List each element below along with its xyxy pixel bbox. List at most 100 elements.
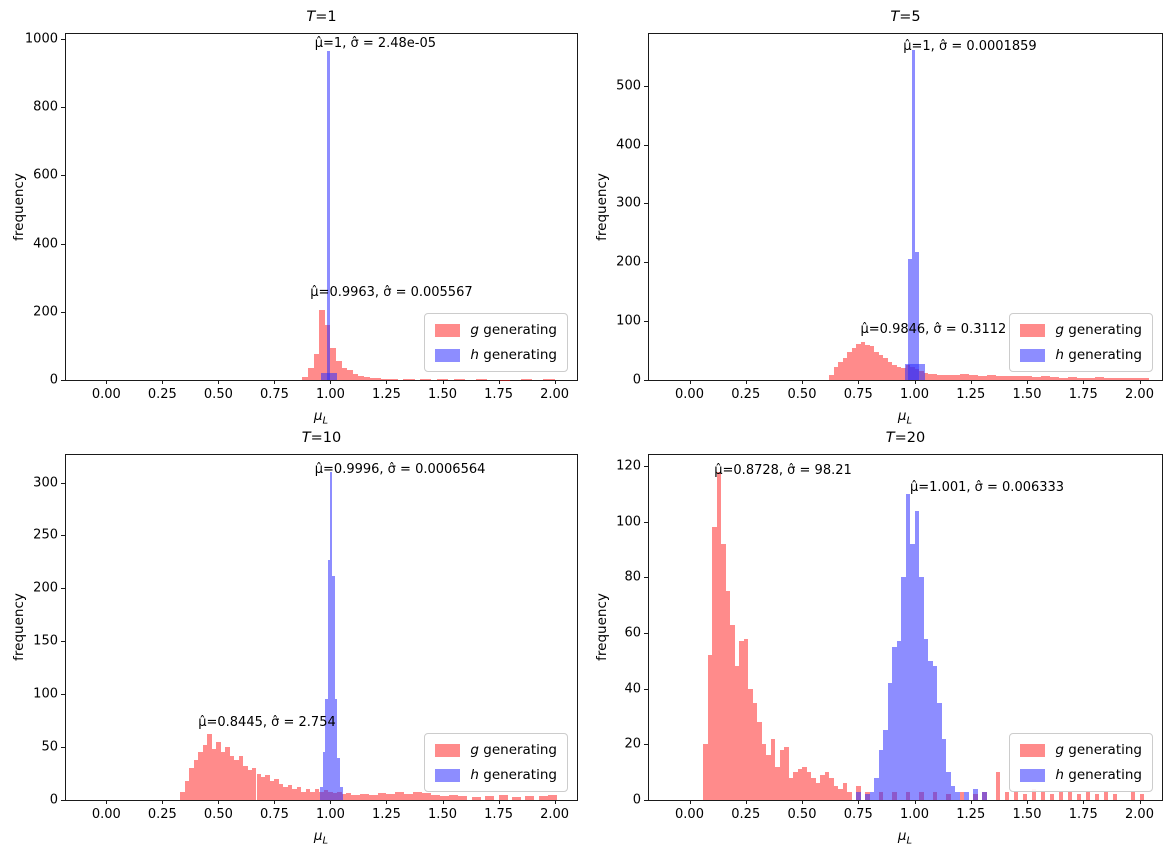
x-tick-label: 2.00 xyxy=(1125,387,1154,402)
x-tick-label: 2.00 xyxy=(540,387,570,402)
stat-annotation: μ̂=1, σ̂ = 0.0001859 xyxy=(903,38,1037,54)
x-tick-mark xyxy=(745,380,747,384)
x-tick-label: 0.00 xyxy=(675,807,704,822)
x-tick-mark xyxy=(162,800,164,804)
x-axis-label: μL xyxy=(897,408,913,427)
hist-bar-g xyxy=(847,791,852,800)
x-tick-label: 1.75 xyxy=(1068,387,1098,402)
x-tick-label: 0.75 xyxy=(259,807,289,822)
x-tick-label: 1.75 xyxy=(1068,807,1098,822)
x-tick-label: 1.25 xyxy=(956,807,986,822)
hist-bar-g xyxy=(193,759,199,800)
hist-bar-g xyxy=(358,375,365,380)
hist-bar-h xyxy=(856,791,861,800)
hist-bar-g xyxy=(802,766,807,800)
hist-bar-g xyxy=(375,378,381,380)
hist-bar-g xyxy=(824,772,829,800)
x-tick-label: 2.00 xyxy=(1125,807,1154,822)
y-tick-mark xyxy=(61,800,65,801)
hist-bar-g xyxy=(313,354,320,380)
hist-bar-g xyxy=(319,310,325,380)
x-tick-label: 2.00 xyxy=(540,807,570,822)
hist-bar-g xyxy=(198,752,203,800)
hist-bar-g xyxy=(1094,794,1099,800)
y-axis-label: frequency xyxy=(594,173,610,241)
y-tick-label: 800 xyxy=(33,99,58,115)
x-tick-mark xyxy=(106,800,108,804)
legend-item-g: g generating xyxy=(435,742,557,758)
x-tick-label: 1.50 xyxy=(1012,807,1042,822)
hist-bar-h xyxy=(923,638,928,800)
hist-bar-g xyxy=(377,792,387,800)
hist-bar-h xyxy=(339,787,343,800)
y-tick-label: 100 xyxy=(616,313,641,329)
hist-bar-g xyxy=(350,794,360,800)
x-tick-mark xyxy=(802,800,803,804)
x-tick-label: 1.00 xyxy=(315,807,345,822)
subplot-t5: T=5 frequency μL g generating h generati… xyxy=(584,0,1169,427)
y-tick-mark xyxy=(644,577,648,579)
hist-bar-g xyxy=(1076,794,1081,800)
hist-bar-g xyxy=(220,752,226,800)
y-tick-mark xyxy=(61,311,65,313)
legend-item-h: h generating xyxy=(1020,347,1142,363)
y-tick-label: 400 xyxy=(33,236,58,252)
hist-bar-g xyxy=(386,793,396,800)
y-axis-label: frequency xyxy=(11,173,27,241)
hist-bar-g xyxy=(314,789,320,800)
hist-bar-g xyxy=(453,379,465,380)
hist-bar-g xyxy=(928,374,933,380)
hist-bar-h xyxy=(329,471,333,800)
hist-bar-g xyxy=(305,789,311,800)
axes-area: g generating h generating 0.00 0.25 0.50 0.… xyxy=(33,454,578,822)
subplot-t20: T=20 frequency μL g generating h generat… xyxy=(584,427,1169,855)
h-series-swatch xyxy=(435,348,461,362)
y-tick-mark xyxy=(644,203,648,205)
x-tick-label: 0.00 xyxy=(91,387,121,402)
hist-bar-g xyxy=(811,777,816,800)
y-tick-label: 600 xyxy=(33,167,58,183)
legend-item-g: g generating xyxy=(435,322,557,338)
g-series-swatch xyxy=(435,323,461,337)
y-tick-label: 0 xyxy=(632,792,641,808)
x-tick-mark xyxy=(970,800,972,804)
y-tick-mark xyxy=(644,85,648,87)
x-tick-label: 1.75 xyxy=(484,387,514,402)
hist-bar-h xyxy=(887,683,892,800)
y-tick-mark xyxy=(644,800,648,801)
hist-bar-g xyxy=(1067,377,1077,380)
hist-bar-h xyxy=(946,772,951,800)
x-axis-label: μL xyxy=(897,828,913,847)
y-tick-mark xyxy=(61,641,65,643)
hist-bar-g xyxy=(352,373,359,380)
hist-bar-g xyxy=(932,374,937,380)
hist-bar-h xyxy=(322,752,326,800)
y-tick-label: 0 xyxy=(632,372,641,388)
hist-bar-h xyxy=(327,51,331,380)
hist-bar-g xyxy=(833,786,838,800)
x-tick-label: 0.50 xyxy=(203,807,233,822)
hist-bar-g xyxy=(341,368,348,380)
legend-item-g: g generating xyxy=(1020,322,1142,338)
y-axis-label: frequency xyxy=(594,593,610,661)
x-tick-label: 0.75 xyxy=(259,387,289,402)
x-tick-mark xyxy=(858,380,860,384)
hist-bar-g xyxy=(202,744,208,800)
hist-bar-g xyxy=(1058,377,1068,380)
hist-bar-g xyxy=(422,792,432,800)
x-tick-label: 0.25 xyxy=(731,387,761,402)
hist-bar-g xyxy=(995,376,1005,380)
hist-bar-h xyxy=(950,786,955,800)
hist-bar-g xyxy=(1049,794,1054,800)
y-tick-mark xyxy=(61,588,65,590)
hist-bar-g xyxy=(959,374,969,380)
hist-bar-h xyxy=(955,791,960,800)
x-tick-label: 0.25 xyxy=(147,387,177,402)
hist-bar-g xyxy=(341,793,347,800)
plot-title: T=5 xyxy=(890,9,921,25)
y-tick-mark xyxy=(644,466,648,468)
y-tick-mark xyxy=(61,482,65,484)
hist-bar-g xyxy=(784,747,789,800)
legend-label: h generating xyxy=(470,347,557,363)
hist-bar-g xyxy=(1139,377,1149,380)
